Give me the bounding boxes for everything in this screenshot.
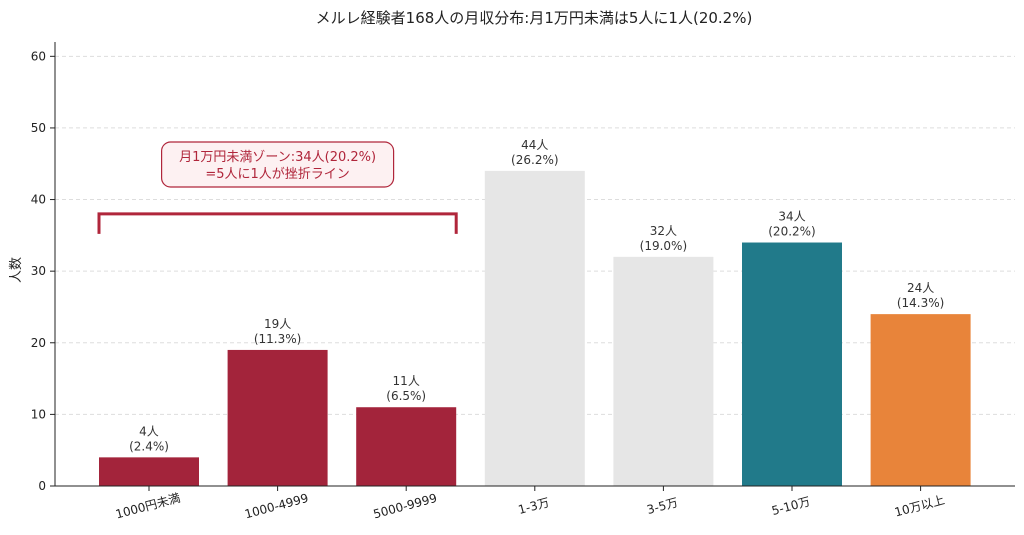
data-label-percent: (19.0%) <box>640 239 687 253</box>
y-axis-label: 人数 <box>9 257 24 283</box>
annotation: 月1万円未満ゾーン:34人(20.2%) =5人に1人が挫折ライン <box>97 141 458 234</box>
bars <box>99 170 971 486</box>
x-tick-label: 5-10万 <box>770 494 812 518</box>
x-ticks: 1000円未満 1000-4999 5000-9999 1-3万 3-5万 5-10万 10… <box>114 486 946 522</box>
x-tick-label: 1000円未満 <box>114 491 182 522</box>
x-tick-label: 1-3万 <box>517 495 551 517</box>
data-label-percent: (6.5%) <box>386 389 426 403</box>
annotation-bracket <box>97 212 458 234</box>
data-label-count: 19人 <box>264 317 291 331</box>
annotation-text-line: =5人に1人が挫折ライン <box>205 167 349 182</box>
annotation-box <box>161 141 395 188</box>
data-label-percent: (11.3%) <box>254 332 301 346</box>
data-label-count: 44人 <box>521 138 548 152</box>
data-label-percent: (20.2%) <box>768 225 815 239</box>
bar <box>870 314 971 486</box>
x-tick-label: 1000-4999 <box>243 491 310 521</box>
x-tick-label: 3-5万 <box>645 495 679 517</box>
y-tick-label: 30 <box>31 264 46 278</box>
bar <box>484 170 585 486</box>
y-tick-label: 10 <box>31 407 46 421</box>
x-tick-label: 10万以上 <box>893 493 946 520</box>
annotation-text-line: 月1万円未満ゾーン:34人(20.2%) <box>179 150 376 165</box>
chart-title: メルレ経験者168人の月収分布:月1万円未満は5人に1人(20.2%) <box>316 9 753 27</box>
data-labels: 4人(2.4%) 19人(11.3%) 11人(6.5%) 44人(26.2%) 32人… <box>129 138 944 453</box>
y-tick-label: 40 <box>31 193 46 207</box>
data-label-percent: (26.2%) <box>511 153 558 167</box>
x-tick-label: 5000-9999 <box>372 491 439 521</box>
y-ticks: 0 10 20 30 40 50 60 <box>31 49 55 493</box>
bar <box>227 349 328 486</box>
bar <box>613 256 714 486</box>
data-label-count: 4人 <box>139 424 159 438</box>
data-label-count: 32人 <box>650 224 677 238</box>
y-tick-label: 20 <box>31 336 46 350</box>
y-tick-label: 60 <box>31 49 46 63</box>
y-tick-label: 50 <box>31 121 46 135</box>
data-label-count: 11人 <box>393 374 420 388</box>
bar <box>356 407 457 486</box>
bar <box>742 242 842 486</box>
bar <box>99 457 199 486</box>
data-label-count: 24人 <box>907 281 934 295</box>
y-tick-label: 0 <box>38 479 46 493</box>
data-label-count: 34人 <box>778 210 805 224</box>
data-label-percent: (2.4%) <box>129 439 169 453</box>
data-label-percent: (14.3%) <box>897 296 944 310</box>
